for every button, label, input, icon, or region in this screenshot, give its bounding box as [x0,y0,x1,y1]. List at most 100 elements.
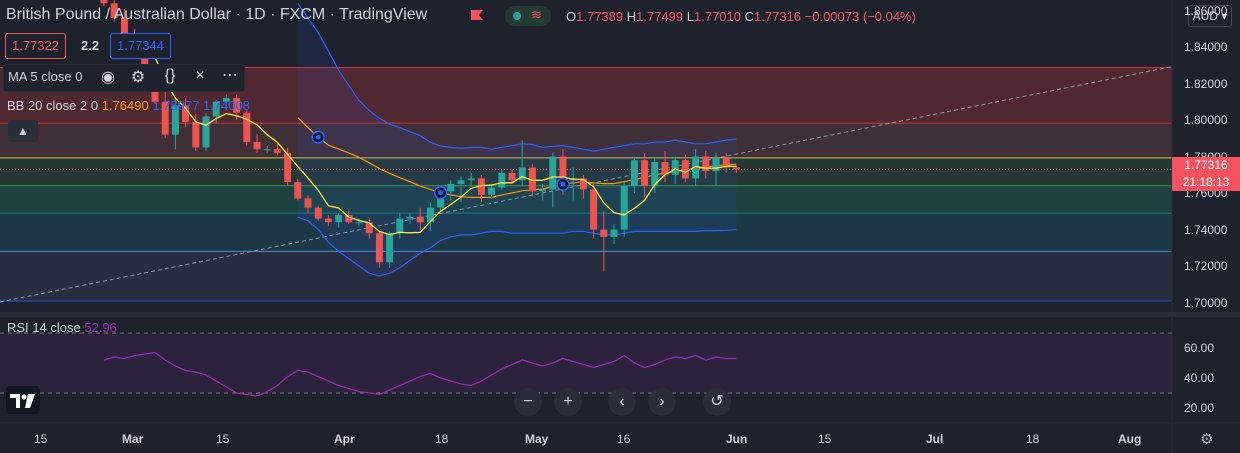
candle-body [559,156,567,181]
candle-body [528,167,536,192]
close-icon[interactable]: × [195,67,205,84]
candle-body [243,112,251,142]
bb-legend-label: BB 20 close 2 0 [7,98,99,113]
zoom-in-button[interactable]: + [554,388,582,416]
time-axis-label: Jul [926,432,944,446]
candle-body [192,121,200,148]
rsi-band-fill [0,333,1172,393]
candle-body [365,222,373,234]
candle-body [692,156,700,179]
candle-body [732,167,740,170]
currency-label: AUD [1192,9,1218,23]
high-label: H [626,9,637,24]
candle-body [396,218,404,234]
time-axis-label: 16 [617,432,631,446]
candle-body [722,158,730,168]
candle-body [498,172,506,188]
bb-lower-value: 1.74008 [202,98,250,113]
time-axis-label: Aug [1118,432,1142,446]
low-value: 1.77010 [694,9,741,24]
bb-upper-value: 1.78977 [152,98,200,113]
ma-line [144,35,737,236]
candle-body [508,172,516,181]
bb-basis-value: 1.76490 [101,98,149,113]
gear-icon[interactable]: ⚙ [130,69,146,86]
candle-body [671,160,679,175]
candle-body [539,189,547,192]
candle-body [222,98,230,102]
signal-marker-dot [438,190,444,196]
candle-body [375,233,383,263]
candle-body [426,207,434,223]
time-axis-label: 15 [34,432,48,446]
pane-separator [0,312,1240,317]
countdown-value: 21:18:13 [1182,175,1230,189]
open-label: O [566,9,577,24]
candle-body [651,162,659,186]
candle-body [355,222,363,224]
candle-body [202,116,210,148]
candle-body [212,101,220,117]
chart-settings-gear-icon[interactable]: ⚙ [1200,431,1214,448]
price-axis-label: 1.72000 [1184,259,1228,274]
time-axis-label: 18 [435,432,449,446]
candle-body [273,149,281,153]
reset-view-button[interactable]: ↺ [703,388,731,416]
eye-icon[interactable]: ◉ [101,69,115,86]
ma-legend-row[interactable]: MA 5 close 0 ◉ ⚙ {} × ⋯ [3,64,245,92]
candle-body [610,229,618,237]
candle-body [702,156,710,172]
signal-marker-dot [315,134,321,140]
candle-body [630,160,638,186]
symbol-title[interactable]: British Pound / Australian Dollar · 1D ·… [6,6,428,23]
high-value: 1.77499 [636,9,684,24]
rsi-legend-row[interactable]: RSI 14 close 52.96 [3,318,121,338]
sell-button[interactable]: 1.77322 [5,33,66,59]
buy-button[interactable]: 1.77344 [110,33,171,59]
candle-body [681,160,689,179]
candle-body [335,214,343,223]
candle-body [467,178,475,181]
price-axis-label: 1.70000 [1184,295,1228,310]
market-open-dot-icon [513,12,521,20]
currency-selector[interactable]: AUD ▾ [1188,5,1232,27]
collapse-legend-button[interactable]: ▲ [8,120,38,142]
rsi-axis-label: 60.00 [1184,341,1215,355]
zoom-out-button[interactable]: − [514,388,542,416]
close-value: 1.77316 [754,9,802,24]
candle-body [171,105,179,135]
flag-icon[interactable] [470,9,484,21]
change-value: −0.00073 (−0.04%) [804,9,916,24]
tradingview-logo[interactable] [6,386,40,414]
candle-body [488,187,496,195]
candle-body [324,218,332,223]
scroll-forward-button[interactable]: › [648,388,676,416]
bb-legend-row[interactable]: BB 20 close 2 0 1.76490 1.78977 1.74008 [3,96,254,116]
candle-body [600,229,608,237]
ohlc-readout: O1.77389 H1.77499 L1.77010 C1.77316 −0.0… [566,9,916,24]
last-price-value: 1.77316 [1184,158,1228,172]
candle-body [345,214,353,223]
low-label: L [686,9,694,24]
bb-lower-line [297,216,737,277]
braces-icon[interactable]: {} [164,67,176,84]
last-price-tag: 1.77316 21:18:13 [1172,157,1240,191]
candle-body [518,167,526,181]
candle-body [641,160,649,186]
candle-body [447,183,455,192]
candle-body [457,180,465,184]
candle-body [477,178,485,195]
candle-body [253,141,261,150]
ma-legend-label: MA 5 close 0 [8,69,83,84]
market-status-pill[interactable]: ≋ [505,6,551,26]
candle-body [294,182,302,199]
signal-marker-dot [560,181,566,187]
candle-body [712,158,720,172]
candle-body [233,98,241,113]
close-label: C [744,9,755,24]
more-icon[interactable]: ⋯ [222,67,238,84]
scroll-back-button[interactable]: ‹ [608,388,636,416]
price-axis-label: 1.82000 [1184,76,1228,91]
time-axis-label: Jun [726,432,748,446]
